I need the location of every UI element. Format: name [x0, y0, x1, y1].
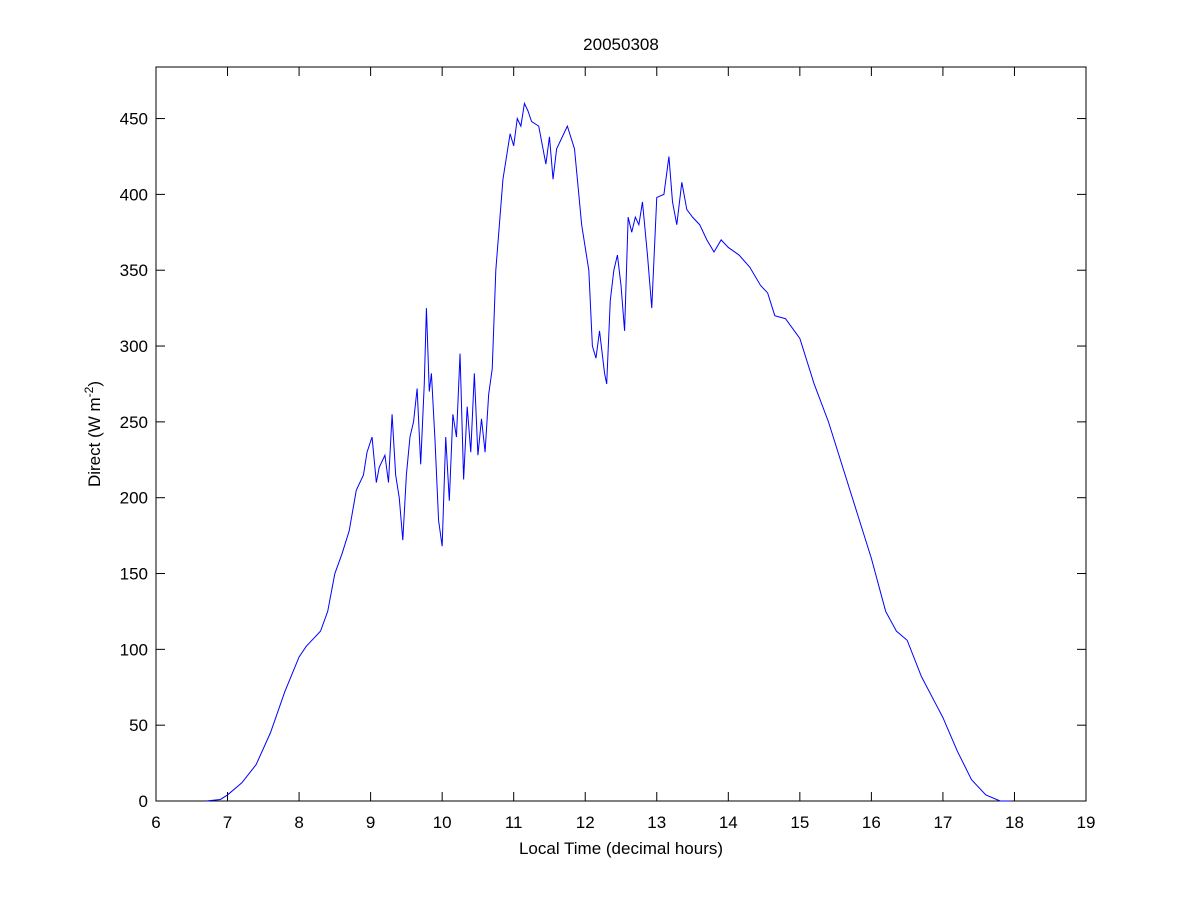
x-tick-label: 16 [862, 813, 881, 832]
y-tick-label: 0 [139, 792, 148, 811]
x-tick-label: 15 [790, 813, 809, 832]
x-axis-label: Local Time (decimal hours) [519, 839, 723, 858]
x-tick-label: 12 [576, 813, 595, 832]
y-label-main: Direct (W m [85, 397, 104, 487]
x-tick-label: 18 [1005, 813, 1024, 832]
y-tick-label: 250 [120, 413, 148, 432]
y-tick-label: 150 [120, 565, 148, 584]
y-label-end: ) [85, 381, 104, 387]
x-tick-label: 10 [433, 813, 452, 832]
y-tick-label: 350 [120, 261, 148, 280]
x-tick-label: 19 [1077, 813, 1096, 832]
y-tick-label: 50 [129, 716, 148, 735]
y-tick-label: 200 [120, 489, 148, 508]
x-tick-label: 17 [933, 813, 952, 832]
y-axis-label: Direct (W m-2) [82, 381, 104, 487]
data-line [206, 101, 1011, 802]
y-tick-label: 300 [120, 337, 148, 356]
x-tick-label: 9 [366, 813, 375, 832]
y-label-sup: -2 [82, 386, 96, 397]
x-tick-label: 14 [719, 813, 738, 832]
x-tick-label: 6 [151, 813, 160, 832]
x-tick-label: 7 [223, 813, 232, 832]
y-tick-label: 100 [120, 640, 148, 659]
chart-title: 20050308 [583, 35, 659, 54]
y-tick-label: 400 [120, 185, 148, 204]
x-tick-label: 11 [505, 813, 523, 832]
y-tick-label: 450 [120, 110, 148, 129]
x-tick-label: 8 [294, 813, 303, 832]
axes-box [155, 66, 1087, 802]
x-tick-label: 13 [647, 813, 666, 832]
